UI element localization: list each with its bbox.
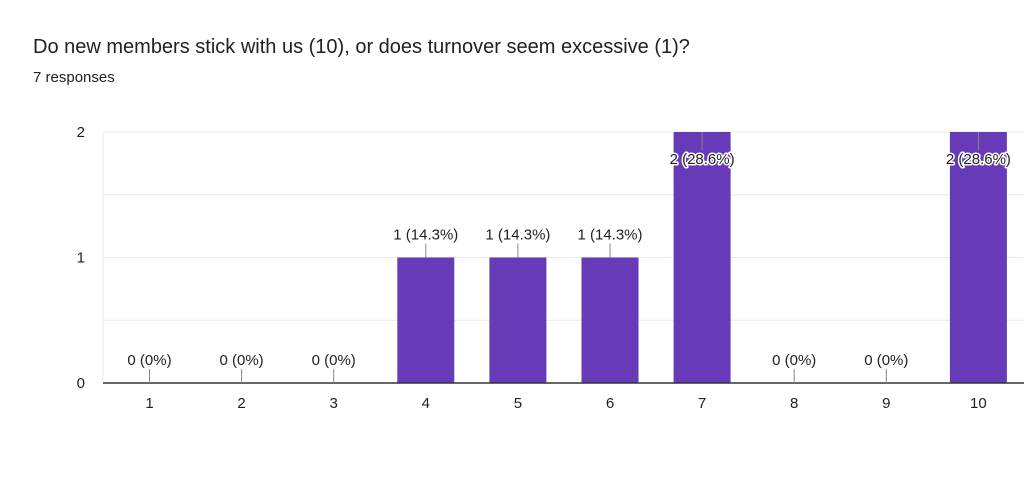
data-label: 1 (14.3%) <box>577 227 642 244</box>
x-tick-label: 2 <box>237 395 245 412</box>
x-tick-label: 6 <box>606 395 614 412</box>
bar <box>673 132 731 383</box>
data-label-halo: 2 (28.6%) <box>670 151 735 168</box>
x-tick-label: 5 <box>514 395 522 412</box>
grid-layer <box>102 131 1024 384</box>
data-label: 1 (14.3%) <box>485 227 550 244</box>
axis-layer: 0 1 2 1 2 3 4 5 6 7 8 9 10 <box>77 124 1024 412</box>
data-label: 0 (0%) <box>312 352 356 369</box>
data-label: 0 (0%) <box>127 352 171 369</box>
x-tick-label: 7 <box>698 395 706 412</box>
bar <box>489 257 547 383</box>
data-label: 0 (0%) <box>220 352 264 369</box>
x-tick-label: 10 <box>970 395 987 412</box>
response-count: 7 responses <box>33 69 115 86</box>
data-label: 0 (0%) <box>772 352 816 369</box>
data-label-halo: 2 (28.6%) <box>946 151 1011 168</box>
x-tick-label: 1 <box>145 395 153 412</box>
x-tick-label: 4 <box>422 395 430 412</box>
x-tick-label: 3 <box>330 395 338 412</box>
data-label: 0 (0%) <box>864 352 908 369</box>
x-tick-label: 8 <box>790 395 798 412</box>
bar-layer <box>397 132 1007 383</box>
data-label: 2 (28.6%) <box>946 151 1011 168</box>
bar <box>581 257 639 383</box>
bar <box>949 132 1007 383</box>
y-tick-label: 2 <box>77 124 85 141</box>
x-tick-label: 9 <box>882 395 890 412</box>
data-label: 1 (14.3%) <box>393 227 458 244</box>
question-title: Do new members stick with us (10), or do… <box>33 36 690 58</box>
bar <box>397 257 455 383</box>
y-tick-label: 1 <box>77 250 85 267</box>
label-layer: 0 (0%) 0 (0%) 0 (0%) 1 (14.3%) 1 (14.3%) 1 (1… <box>127 132 1012 383</box>
y-tick-label: 0 <box>77 375 85 392</box>
data-label: 2 (28.6%) <box>670 151 735 168</box>
